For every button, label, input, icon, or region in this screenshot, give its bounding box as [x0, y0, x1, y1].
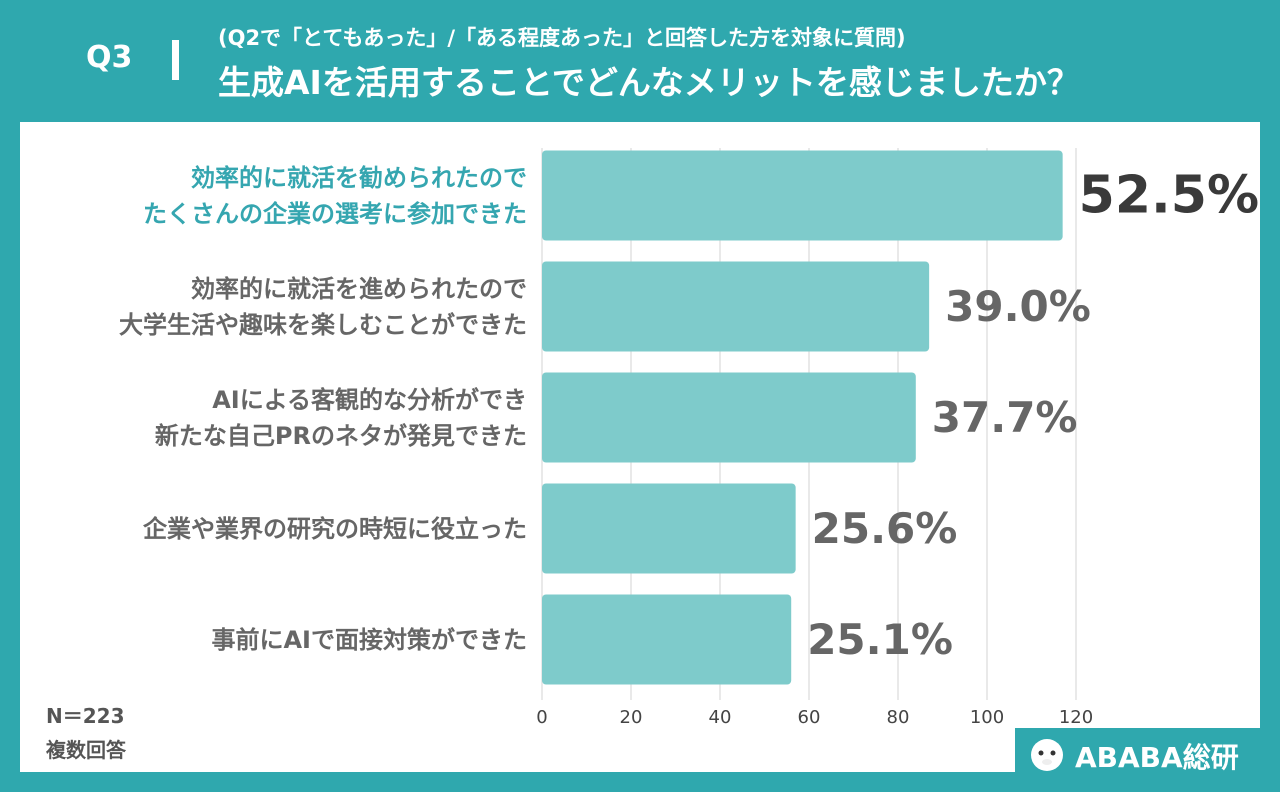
value-label: 25.1% — [807, 615, 953, 664]
x-tick-label: 100 — [970, 707, 1004, 728]
x-tick-label: 60 — [798, 707, 821, 728]
note: N＝223 — [46, 704, 125, 728]
question-number: Q3 — [86, 40, 133, 75]
category-label: 企業や業界の研究の時短に役立った — [143, 514, 527, 543]
note: 複数回答 — [46, 738, 126, 762]
value-label: 39.0% — [945, 282, 1091, 331]
bar — [542, 261, 930, 352]
bar — [542, 372, 916, 463]
subtitle: (Q2で「とてもあった」/「ある程度あった」と回答した方を対象に質問) — [218, 26, 906, 50]
x-tick-label: 20 — [620, 707, 643, 728]
x-tick-label: 80 — [887, 707, 910, 728]
value-label: 52.5% — [1079, 166, 1259, 226]
value-label: 25.6% — [812, 504, 958, 553]
logo-box: ABABA総研 — [1015, 728, 1260, 778]
bar — [542, 150, 1063, 241]
x-tick-label: 40 — [709, 707, 732, 728]
category-label: 効率的に就活を進められたので 大学生活や趣味を楽しむことができた — [119, 274, 527, 339]
title: 生成AIを活用することでどんなメリットを感じましたか？ — [218, 63, 1080, 102]
category-label: 効率的に就活を勧められたので たくさんの企業の選考に参加できた — [143, 163, 527, 228]
bar — [542, 594, 792, 685]
x-tick-label: 120 — [1059, 707, 1093, 728]
logo-icon — [1031, 739, 1063, 771]
category-label: AIによる客観的な分析ができ 新たな自己PRのネタが発見できた — [154, 385, 527, 450]
bar — [542, 483, 796, 574]
category-label: 事前にAIで面接対策ができた — [211, 625, 527, 654]
divider — [172, 40, 179, 80]
x-tick-label: 0 — [536, 707, 547, 728]
value-label: 37.7% — [932, 393, 1078, 442]
logo-text: ABABA総研 — [1075, 741, 1239, 774]
